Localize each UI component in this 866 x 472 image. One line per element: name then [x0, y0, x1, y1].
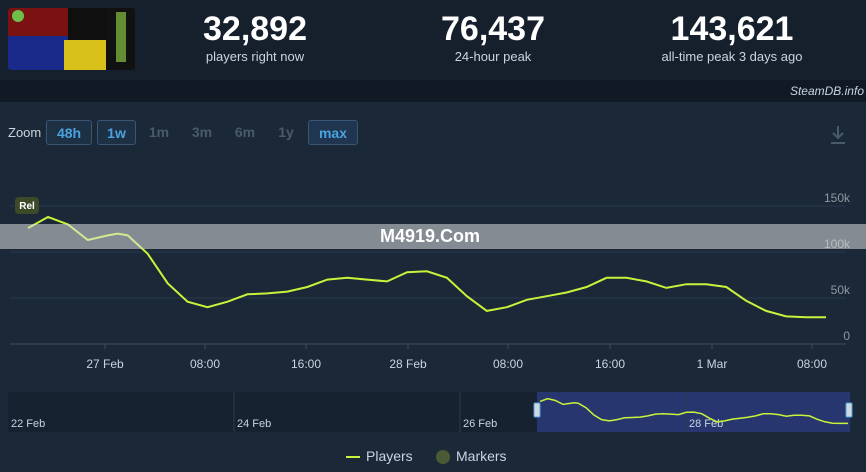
zoom-1y-button[interactable]: 1y [278, 124, 294, 140]
day-peak-stat: 76,437 24-hour peak [383, 10, 603, 66]
badge-icon [12, 10, 24, 22]
y-tick-label: 50k [831, 283, 851, 297]
credit-bar [0, 80, 866, 102]
x-tick-label: 28 Feb [389, 357, 427, 371]
current-players-stat: 32,892 players right now [145, 10, 365, 66]
players-series-line [27, 215, 826, 319]
current-players-label: players right now [205, 49, 305, 64]
zoom-48h-button[interactable]: 48h [46, 120, 92, 145]
stats-header: 32,892 players right now 76,437 24-hour … [0, 0, 866, 80]
zoom-max-button[interactable]: max [308, 120, 358, 145]
alltime-peak-value: 143,621 [670, 10, 794, 48]
navigator-tick-label: 22 Feb [11, 418, 45, 430]
x-tick-label: 08:00 [493, 357, 523, 371]
zoom-1w-button[interactable]: 1w [97, 120, 136, 145]
watermark-text: M4919.Com [380, 226, 481, 246]
x-tick-label: 16:00 [595, 357, 625, 371]
zoom-label: Zoom [8, 125, 42, 140]
legend-players-swatch [346, 456, 360, 459]
navigator-tick-label: 24 Feb [237, 418, 271, 430]
release-marker-label: Rel [19, 201, 35, 212]
current-players-value: 32,892 [203, 10, 307, 48]
legend-players-label: Players [366, 448, 413, 464]
game-thumbnail[interactable] [8, 8, 135, 70]
zoom-3m-button[interactable]: 3m [191, 124, 213, 140]
navigator-left-handle [533, 402, 541, 418]
release-marker [15, 197, 39, 214]
y-tick-label: 0 [843, 329, 850, 343]
steamdb-credit[interactable]: SteamDB.info [789, 84, 864, 98]
x-tick-label: 08:00 [190, 357, 220, 371]
watermark-band: M4919.Com [0, 224, 866, 249]
alltime-peak-stat: 143,621 all-time peak 3 days ago [622, 10, 842, 66]
navigator-series-line [539, 397, 848, 425]
navigator-right-handle [845, 402, 853, 418]
x-tick-label: 08:00 [797, 357, 827, 371]
x-tick-label: 1 Mar [697, 357, 728, 371]
legend-players[interactable]: Players [346, 448, 413, 466]
day-peak-label: 24-hour peak [454, 49, 532, 64]
y-tick-label: 150k [824, 191, 851, 205]
alltime-peak-label: all-time peak 3 days ago [661, 49, 803, 64]
legend-markers-swatch [436, 450, 450, 465]
legend-markers-label: Markers [456, 448, 507, 464]
legend-markers[interactable]: Markers [436, 448, 507, 466]
day-peak-value: 76,437 [441, 10, 545, 48]
x-tick-label: 27 Feb [86, 357, 124, 371]
navigator-tick-label: 26 Feb [463, 418, 497, 430]
zoom-6m-button[interactable]: 6m [234, 124, 256, 140]
x-tick-label: 16:00 [291, 357, 321, 371]
navigator-tick-label: 28 Feb [689, 418, 723, 430]
download-icon[interactable] [828, 124, 848, 146]
zoom-1m-button[interactable]: 1m [148, 124, 170, 140]
game-thumbnail-art [8, 8, 135, 70]
